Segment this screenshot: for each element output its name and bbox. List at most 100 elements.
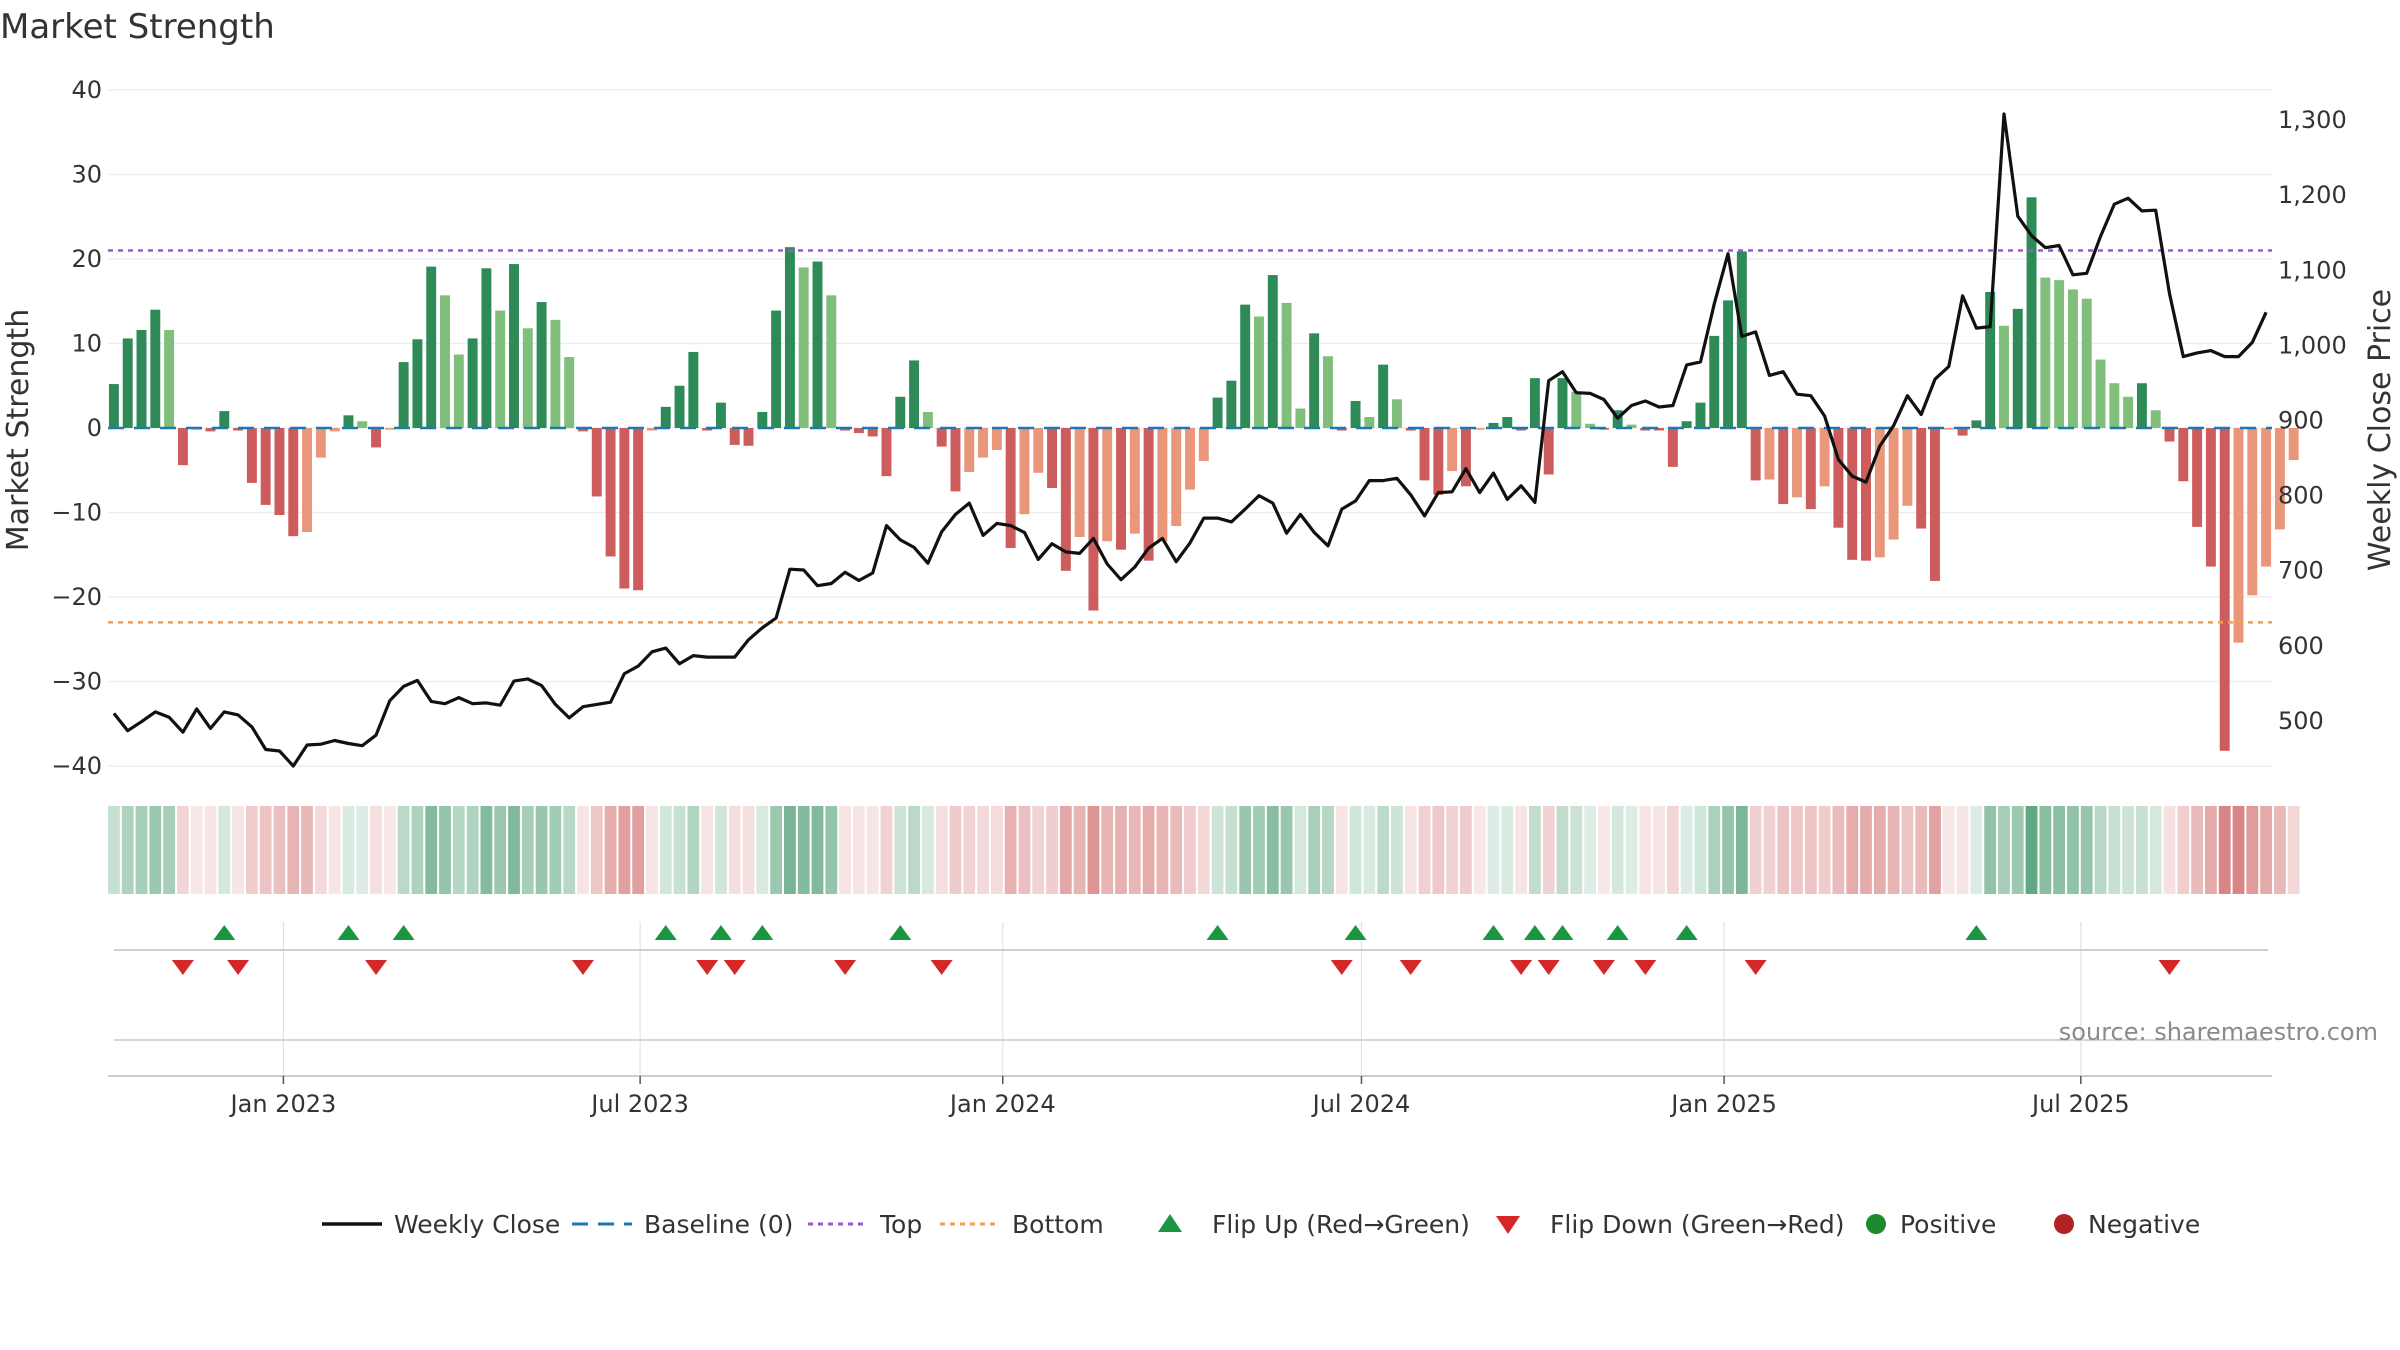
heat-cell <box>342 806 355 894</box>
strength-bar <box>1088 428 1099 611</box>
strength-bar <box>315 428 326 458</box>
strength-bar <box>1667 428 1678 467</box>
heat-cell <box>728 806 741 894</box>
heat-cell <box>1046 806 1058 894</box>
heat-cell <box>2053 806 2066 894</box>
heat-cell <box>1680 806 1693 894</box>
strength-bar <box>743 428 754 446</box>
flip-up-marker <box>709 925 732 940</box>
strength-bar <box>605 428 616 557</box>
heat-cell <box>314 806 327 894</box>
heat-cell <box>1266 806 1279 894</box>
flip-down-marker <box>723 960 746 975</box>
strength-bar <box>646 428 657 431</box>
flip-up-marker <box>1965 925 1988 940</box>
heat-cell <box>1873 806 1886 894</box>
heat-cell <box>480 806 493 894</box>
strength-bar <box>1709 335 1720 428</box>
heat-cell <box>2025 806 2038 894</box>
strength-bar <box>1391 399 1402 428</box>
strength-bar <box>1585 423 1596 428</box>
heat-cell <box>1197 806 1210 894</box>
legend-item: Negative <box>2054 1210 2200 1239</box>
y2-tick-label: 1,200 <box>2278 181 2347 209</box>
heat-cell <box>466 806 479 894</box>
flip-down-marker <box>834 960 857 975</box>
strength-bar <box>233 428 244 431</box>
flip-down-marker <box>571 960 594 975</box>
heat-cell <box>1542 806 1555 894</box>
right-y-axis: 500 600 700 800 900 1,000 1,100 1,200 1,300 <box>2278 106 2347 735</box>
heat-cell <box>1887 806 1900 894</box>
strength-bar <box>1778 428 1789 505</box>
strength-bar <box>2247 428 2258 596</box>
heat-cell <box>1391 806 1403 894</box>
heat-cell <box>866 806 879 894</box>
y-tick-label: 40 <box>71 76 102 104</box>
heat-cell <box>411 806 424 894</box>
heat-cell <box>563 806 576 894</box>
strength-bar <box>1764 428 1775 480</box>
legend-item: Weekly Close <box>322 1210 560 1239</box>
strength-bar <box>2261 428 2272 567</box>
strength-bar <box>522 328 533 428</box>
strength-bar <box>1916 428 1927 529</box>
y2-tick-label: 900 <box>2278 406 2324 434</box>
heat-cell <box>908 806 920 894</box>
heat-cell <box>1308 806 1321 894</box>
strength-bar <box>1626 424 1637 428</box>
strength-bar <box>1502 417 1513 428</box>
strength-bar <box>1557 378 1568 428</box>
x-tick-label: Jul 2023 <box>589 1090 689 1118</box>
strength-bar <box>757 411 768 428</box>
strength-bar <box>1792 428 1802 498</box>
strength-bar <box>219 411 230 428</box>
flip-down-marker <box>1634 960 1657 975</box>
strength-bar <box>1419 428 1430 481</box>
heat-cell <box>2177 806 2190 894</box>
heat-cell <box>1349 806 1362 894</box>
heat-cell <box>1335 806 1348 894</box>
x-tick-label: Jan 2025 <box>1669 1090 1777 1118</box>
heat-cell <box>1404 806 1417 894</box>
strength-bar <box>881 428 892 477</box>
heat-cell <box>1322 806 1334 894</box>
flip-down-marker <box>2158 960 2181 975</box>
weekly-close-path <box>112 112 2268 768</box>
strength-bar <box>453 354 464 428</box>
strength-bar <box>784 247 795 428</box>
strength-bar <box>1116 428 1126 550</box>
heat-cell <box>1073 806 1086 894</box>
strength-bar <box>798 267 809 428</box>
strength-bar <box>2136 383 2147 428</box>
heat-cell <box>425 806 438 894</box>
strength-bar <box>509 264 519 428</box>
y2-tick-label: 1,000 <box>2278 331 2347 359</box>
strength-bar <box>633 428 644 591</box>
heat-cell <box>1156 806 1169 894</box>
heat-cell <box>521 806 534 894</box>
strength-bar <box>729 428 740 445</box>
strength-bar <box>909 360 920 428</box>
strength-bar <box>2288 428 2299 461</box>
heat-cell <box>108 806 120 894</box>
x-tick-label: Jul 2024 <box>1311 1090 1411 1118</box>
heat-cell <box>784 806 796 894</box>
heat-cell <box>1777 806 1790 894</box>
flip-up-marker <box>1523 925 1546 940</box>
y2-axis-title: Weekly Close Price <box>2363 289 2398 571</box>
legend-item: Flip Down (Green→Red) <box>1496 1210 1845 1239</box>
heat-cell <box>1515 806 1528 894</box>
strength-bar <box>246 428 257 483</box>
strength-bar <box>1695 402 1706 428</box>
heat-cell <box>990 806 1003 894</box>
strength-heat-strip <box>108 806 2300 894</box>
flip-up-marker <box>654 925 677 940</box>
flip-down-marker <box>171 960 194 975</box>
heat-cell <box>2039 806 2052 894</box>
heat-cell <box>1998 806 2010 894</box>
strength-bar <box>1723 300 1734 428</box>
strength-bar <box>1198 428 1209 461</box>
strength-bar <box>1488 422 1499 428</box>
